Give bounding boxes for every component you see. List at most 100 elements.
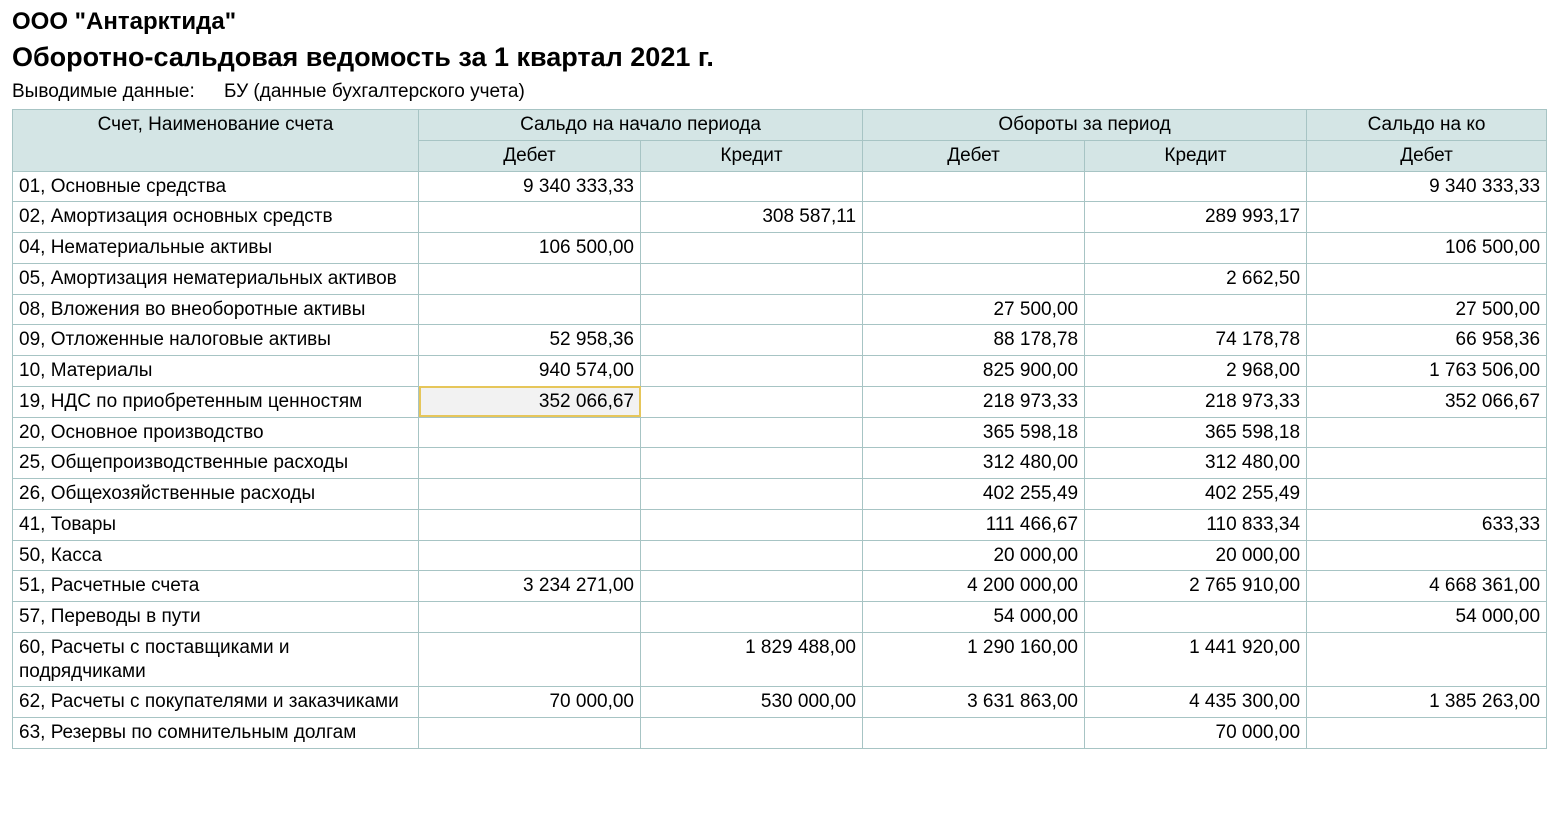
table-row[interactable]: 20, Основное производство365 598,18365 5… [13,417,1547,448]
table-row[interactable]: 26, Общехозяйственные расходы402 255,494… [13,479,1547,510]
value-cell[interactable] [641,448,863,479]
value-cell[interactable] [419,263,641,294]
account-name-cell[interactable]: 41, Товары [13,509,419,540]
table-row[interactable]: 08, Вложения во внеоборотные активы 27 50… [13,294,1547,325]
account-name-cell[interactable]: 08, Вложения во внеоборотные активы [13,294,419,325]
value-cell[interactable]: 4 435 300,00 [1085,687,1307,718]
value-cell[interactable] [641,356,863,387]
value-cell[interactable] [641,602,863,633]
value-cell[interactable]: 312 480,00 [863,448,1085,479]
table-row[interactable]: 04, Нематериальные активы106 500,00106 5… [13,233,1547,264]
value-cell[interactable]: 20 000,00 [1085,540,1307,571]
value-cell[interactable] [419,602,641,633]
table-row[interactable]: 50, Касса20 000,0020 000,00 [13,540,1547,571]
value-cell[interactable]: 66 958,36 [1307,325,1547,356]
account-name-cell[interactable]: 09, Отложенные налоговые активы [13,325,419,356]
value-cell[interactable]: 2 662,50 [1085,263,1307,294]
value-cell[interactable]: 4 200 000,00 [863,571,1085,602]
colgroup-turnover[interactable]: Обороты за период [863,110,1307,141]
value-cell[interactable] [641,718,863,749]
value-cell[interactable]: 2 765 910,00 [1085,571,1307,602]
value-cell[interactable] [419,632,641,687]
value-cell[interactable] [641,479,863,510]
value-cell[interactable] [419,294,641,325]
value-cell[interactable] [1307,202,1547,233]
value-cell[interactable]: 106 500,00 [419,233,641,264]
value-cell[interactable] [641,294,863,325]
account-name-cell[interactable]: 04, Нематериальные активы [13,233,419,264]
col-opening-debit[interactable]: Дебет [419,140,641,171]
value-cell[interactable] [1307,448,1547,479]
value-cell[interactable] [1085,233,1307,264]
value-cell[interactable] [1307,718,1547,749]
value-cell[interactable] [641,386,863,417]
account-name-cell[interactable]: 20, Основное производство [13,417,419,448]
value-cell[interactable] [1307,263,1547,294]
table-row[interactable]: 57, Переводы в пути54 000,0054 000,00 [13,602,1547,633]
value-cell[interactable]: 1 441 920,00 [1085,632,1307,687]
value-cell[interactable] [863,202,1085,233]
value-cell[interactable] [641,263,863,294]
value-cell[interactable]: 402 255,49 [863,479,1085,510]
col-turnover-credit[interactable]: Кредит [1085,140,1307,171]
value-cell[interactable] [1307,417,1547,448]
value-cell[interactable]: 352 066,67 [1307,386,1547,417]
table-row[interactable]: 09, Отложенные налоговые активы52 958,36… [13,325,1547,356]
value-cell[interactable] [863,233,1085,264]
account-name-cell[interactable]: 60, Расчеты с поставщиками и подрядчикам… [13,632,419,687]
value-cell[interactable] [641,171,863,202]
table-row[interactable]: 62, Расчеты с покупателями и заказчиками… [13,687,1547,718]
table-row[interactable]: 25, Общепроизводственные расходы 312 480,… [13,448,1547,479]
account-name-cell[interactable]: 05, Амортизация нематериальных активов [13,263,419,294]
table-row[interactable]: 10, Материалы940 574,00825 900,002 968,0… [13,356,1547,387]
value-cell[interactable]: 70 000,00 [1085,718,1307,749]
value-cell[interactable] [641,571,863,602]
value-cell[interactable]: 106 500,00 [1307,233,1547,264]
value-cell[interactable]: 218 973,33 [863,386,1085,417]
table-row[interactable]: 02, Амортизация основных средств 308 587,… [13,202,1547,233]
table-row[interactable]: 01, Основные средства9 340 333,339 340 3… [13,171,1547,202]
account-name-cell[interactable]: 02, Амортизация основных средств [13,202,419,233]
account-name-cell[interactable]: 26, Общехозяйственные расходы [13,479,419,510]
value-cell[interactable] [419,479,641,510]
value-cell[interactable]: 27 500,00 [863,294,1085,325]
value-cell[interactable] [1307,479,1547,510]
value-cell[interactable] [419,448,641,479]
account-name-cell[interactable]: 19, НДС по приобретенным ценностям [13,386,419,417]
value-cell[interactable] [863,171,1085,202]
value-cell[interactable]: 4 668 361,00 [1307,571,1547,602]
value-cell[interactable]: 70 000,00 [419,687,641,718]
value-cell[interactable]: 1 385 263,00 [1307,687,1547,718]
value-cell[interactable]: 54 000,00 [1307,602,1547,633]
table-row[interactable]: 05, Амортизация нематериальных активов 2 … [13,263,1547,294]
value-cell[interactable]: 3 234 271,00 [419,571,641,602]
value-cell[interactable]: 1 763 506,00 [1307,356,1547,387]
value-cell[interactable]: 88 178,78 [863,325,1085,356]
account-name-cell[interactable]: 63, Резервы по сомнительным долгам [13,718,419,749]
account-name-cell[interactable]: 01, Основные средства [13,171,419,202]
value-cell[interactable]: 54 000,00 [863,602,1085,633]
col-account[interactable]: Счет, Наименование счета [13,110,419,172]
colgroup-opening[interactable]: Сальдо на начало периода [419,110,863,141]
col-turnover-debit[interactable]: Дебет [863,140,1085,171]
value-cell[interactable]: 74 178,78 [1085,325,1307,356]
account-name-cell[interactable]: 25, Общепроизводственные расходы [13,448,419,479]
value-cell[interactable]: 218 973,33 [1085,386,1307,417]
value-cell[interactable] [419,718,641,749]
value-cell[interactable]: 308 587,11 [641,202,863,233]
table-row[interactable]: 51, Расчетные счета3 234 271,004 200 000… [13,571,1547,602]
value-cell[interactable]: 111 466,67 [863,509,1085,540]
value-cell[interactable]: 9 340 333,33 [419,171,641,202]
value-cell[interactable]: 1 290 160,00 [863,632,1085,687]
value-cell[interactable]: 9 340 333,33 [1307,171,1547,202]
value-cell[interactable] [863,718,1085,749]
table-row[interactable]: 41, Товары111 466,67110 833,34633,33 [13,509,1547,540]
table-row[interactable]: 63, Резервы по сомнительным долгам 70 000… [13,718,1547,749]
value-cell[interactable]: 110 833,34 [1085,509,1307,540]
value-cell[interactable]: 825 900,00 [863,356,1085,387]
value-cell[interactable] [641,540,863,571]
value-cell[interactable] [641,325,863,356]
value-cell[interactable] [419,417,641,448]
value-cell[interactable]: 365 598,18 [1085,417,1307,448]
value-cell[interactable] [419,540,641,571]
